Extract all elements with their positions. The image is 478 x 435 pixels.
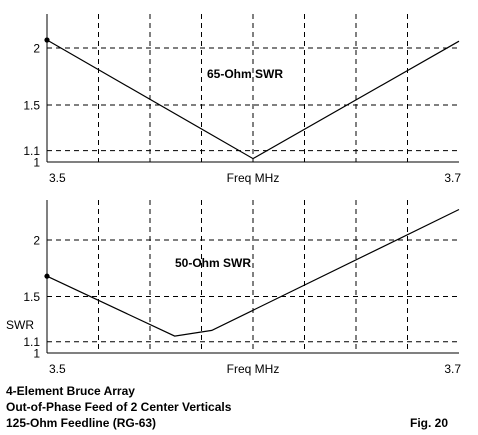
panel1-y-tick-label: 1 — [33, 156, 40, 170]
panel2-y-tick-label: 1.1 — [23, 335, 40, 349]
panel1-x-tick-label: 3.5 — [49, 171, 66, 185]
figure-number: Fig. 20 — [410, 416, 449, 430]
panel2-y-axis-label: SWR — [6, 318, 34, 332]
panel2-x-tick-label: 3.7 — [444, 362, 461, 376]
panel2-x-axis-label: Freq MHz — [227, 362, 280, 376]
panel2-y-tick-label: 1.5 — [23, 290, 40, 304]
panel2-x-tick-label: 3.5 — [49, 362, 66, 376]
caption-line-3: 125-Ohm Feedline (RG-63) — [6, 416, 157, 430]
panel1-title: 65-Ohm SWR — [207, 67, 283, 81]
panel1-start-point — [44, 37, 50, 43]
panel2-y-tick-label: 2 — [33, 234, 40, 248]
caption-line-1: 4-Element Bruce Array — [6, 384, 135, 398]
caption-line-2: Out-of-Phase Feed of 2 Center Verticals — [6, 400, 232, 414]
panel1-y-tick-label: 1.1 — [23, 144, 40, 158]
panel2-swr-curve — [46, 208, 460, 337]
panel1-x-axis-label: Freq MHz — [227, 171, 280, 185]
panel1-y-tick-label: 2 — [33, 42, 40, 56]
panel2-title: 50-Ohm SWR — [175, 256, 251, 270]
panel2-y-tick-label: 1 — [33, 347, 40, 361]
panel2-start-point — [44, 273, 50, 279]
panel1-x-tick-label: 3.7 — [444, 171, 461, 185]
panel1-swr-curve — [46, 39, 460, 160]
panel1-y-tick-label: 1.5 — [23, 99, 40, 113]
